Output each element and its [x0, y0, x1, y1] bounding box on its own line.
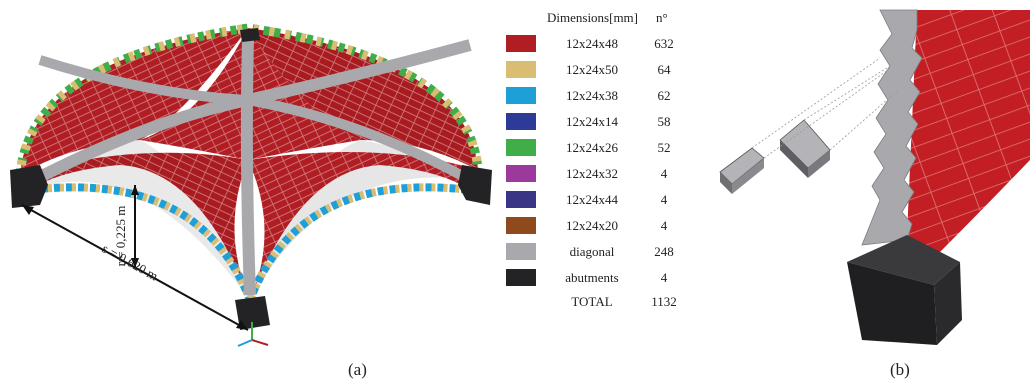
legend-total-row: TOTAL 1132 [500, 292, 700, 312]
abutment-detail-drawing [719, 9, 1030, 345]
brick-legend: Dimensions[mm] n° 12x24x48 632 12x24x50 64 1… [500, 6, 700, 309]
exploded-brick-2-side [780, 140, 808, 178]
arrowhead-s-start [22, 205, 34, 215]
legend-row-count: 4 [660, 192, 668, 207]
legend-row-label: abutments [565, 270, 619, 285]
intrados-right [250, 140, 470, 300]
abutment-right [458, 165, 492, 205]
legend-row: 12x24x44 4 [500, 190, 700, 210]
axis-z-icon [237, 339, 253, 347]
arrowhead-r-end [131, 258, 139, 268]
abutment-front-face [847, 262, 937, 345]
legend-row: diagonal 248 [500, 242, 700, 262]
legend-row-label: 12x24x48 [566, 36, 618, 51]
legend-swatch [506, 139, 536, 156]
abutment-back [240, 28, 260, 42]
abutment-front [235, 296, 270, 330]
legend-row: 12x24x14 58 [500, 112, 700, 132]
arrowhead-r-start [131, 185, 139, 195]
legend-row: 12x24x32 4 [500, 164, 700, 184]
diagonal-rib-2 [240, 39, 256, 296]
legend-row-count: 248 [654, 244, 674, 259]
legend-row-label: 12x24x20 [566, 218, 618, 233]
legend-row-label: 12x24x50 [566, 62, 618, 77]
legend-row-label: diagonal [569, 244, 615, 259]
cross-vault-drawing: r = 0,225 m s = 0,620 m [10, 23, 492, 347]
legend-row: abutments 4 [500, 268, 700, 288]
legend-header-dimensions: Dimensions[mm] [547, 10, 638, 25]
legend-row-label: 12x24x26 [566, 140, 618, 155]
legend-row-label: 12x24x44 [566, 192, 618, 207]
legend-row-label: 12x24x32 [566, 166, 618, 181]
legend-swatch [506, 35, 536, 52]
legend-swatch [506, 269, 536, 286]
detail-diagonal-rib [861, 9, 923, 246]
abutment-left [10, 165, 48, 208]
legend-row-count: 632 [654, 36, 674, 51]
abutment-top-face [847, 235, 960, 285]
legend-swatch [506, 87, 536, 104]
exploded-brick-2-front [808, 150, 830, 178]
detail-web [907, 10, 1030, 255]
legend-header-count: n° [656, 10, 668, 25]
legend-swatch [506, 191, 536, 208]
diagonal-rib-3 [38, 55, 473, 185]
arrowhead-s-end [236, 320, 248, 330]
legend-row: 12x24x50 64 [500, 60, 700, 80]
cross-vault-figure: r = 0,225 m s = 0,620 m [0, 0, 500, 360]
abutment-detail-figure [712, 0, 1030, 360]
caption-panel-a: (a) [348, 360, 367, 379]
legend-total-label: TOTAL [571, 294, 613, 309]
legend-row: 12x24x20 4 [500, 216, 700, 236]
axis-x-icon [251, 339, 269, 346]
legend-row-count: 4 [660, 218, 668, 233]
legend-row-count: 4 [660, 166, 668, 181]
abutment-side-face [934, 262, 962, 345]
caption-panel-b: (b) [890, 360, 910, 379]
legend-row-count: 64 [657, 62, 671, 77]
dimension-label-r: r = 0,225 m [113, 206, 128, 267]
exploded-brick-1-front [732, 158, 764, 194]
edge-bricks-outer [15, 23, 483, 176]
legend-row-count: 4 [660, 270, 668, 285]
dimension-label-s: s = 0,620 m [100, 241, 161, 284]
legend-row-label: 12x24x14 [566, 114, 618, 129]
legend-row-label: 12x24x38 [566, 88, 618, 103]
web-front-left [20, 152, 250, 300]
edge-bricks-inner-2 [29, 183, 471, 312]
web-back-left [20, 28, 248, 175]
web-back-right [248, 28, 478, 170]
legend-row: 12x24x26 52 [500, 138, 700, 158]
legend-row-count: 52 [657, 140, 671, 155]
legend-row-count: 58 [657, 114, 671, 129]
legend-row-count: 62 [657, 88, 671, 103]
legend-swatch [506, 243, 536, 260]
legend-swatch [506, 217, 536, 234]
web-front-right [248, 152, 478, 300]
exploded-brick-1-side [720, 172, 732, 194]
legend-swatch [506, 61, 536, 78]
exploded-guide-lines [751, 57, 899, 159]
legend-total-count: 1132 [651, 294, 677, 309]
legend-row: 12x24x48 632 [500, 34, 700, 54]
intrados-left [30, 140, 250, 300]
legend-swatch [506, 113, 536, 130]
legend-swatch [506, 165, 536, 182]
legend-row: 12x24x38 62 [500, 86, 700, 106]
